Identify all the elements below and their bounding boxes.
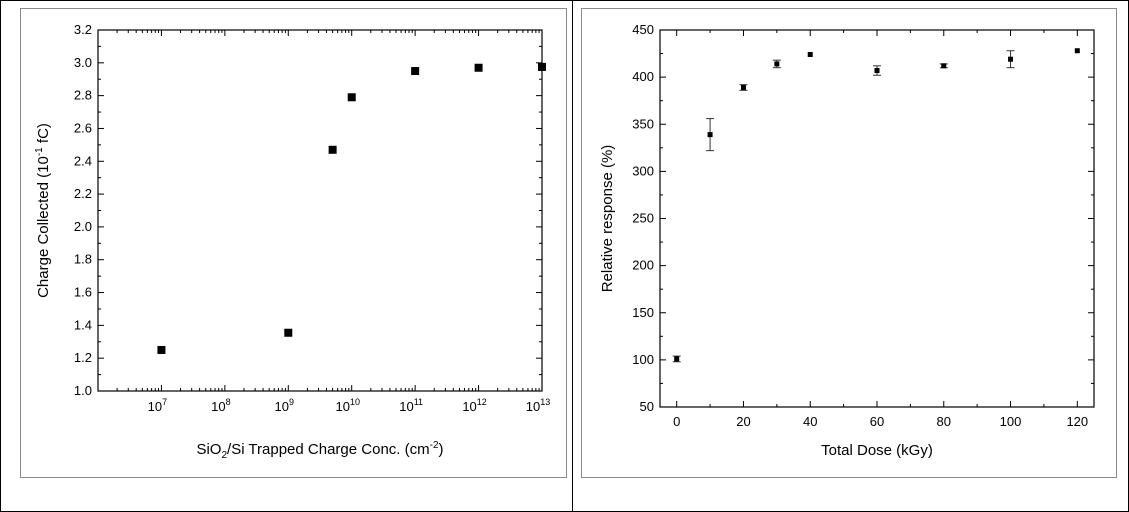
y-tick-label: 300 bbox=[632, 163, 654, 178]
data-point bbox=[741, 85, 746, 90]
y-tick-label: 450 bbox=[632, 22, 654, 37]
x-tick-label: 80 bbox=[937, 414, 951, 429]
x-tick-label: 40 bbox=[803, 414, 817, 429]
data-point bbox=[674, 356, 679, 361]
y-tick-label: 200 bbox=[632, 258, 654, 273]
x-tick-label: 0 bbox=[673, 414, 680, 429]
data-point bbox=[1075, 48, 1080, 53]
y-tick-label: 350 bbox=[632, 116, 654, 131]
data-point bbox=[774, 61, 779, 66]
data-point bbox=[1008, 57, 1013, 62]
data-point bbox=[808, 52, 813, 57]
x-tick-label: 60 bbox=[870, 414, 884, 429]
x-tick-label: 120 bbox=[1066, 414, 1088, 429]
x-tick-label: 100 bbox=[1000, 414, 1022, 429]
y-tick-label: 100 bbox=[632, 352, 654, 367]
y-tick-label: 50 bbox=[640, 399, 654, 414]
y-axis-label: Relative response (%) bbox=[599, 145, 616, 293]
data-point bbox=[875, 68, 880, 73]
y-tick-label: 150 bbox=[632, 305, 654, 320]
x-tick-label: 20 bbox=[736, 414, 750, 429]
data-point bbox=[708, 132, 713, 137]
plot-area bbox=[660, 30, 1094, 407]
y-tick-label: 250 bbox=[632, 211, 654, 226]
y-tick-label: 400 bbox=[632, 69, 654, 84]
data-point bbox=[941, 63, 946, 68]
x-axis-label: Total Dose (kGy) bbox=[821, 442, 933, 459]
